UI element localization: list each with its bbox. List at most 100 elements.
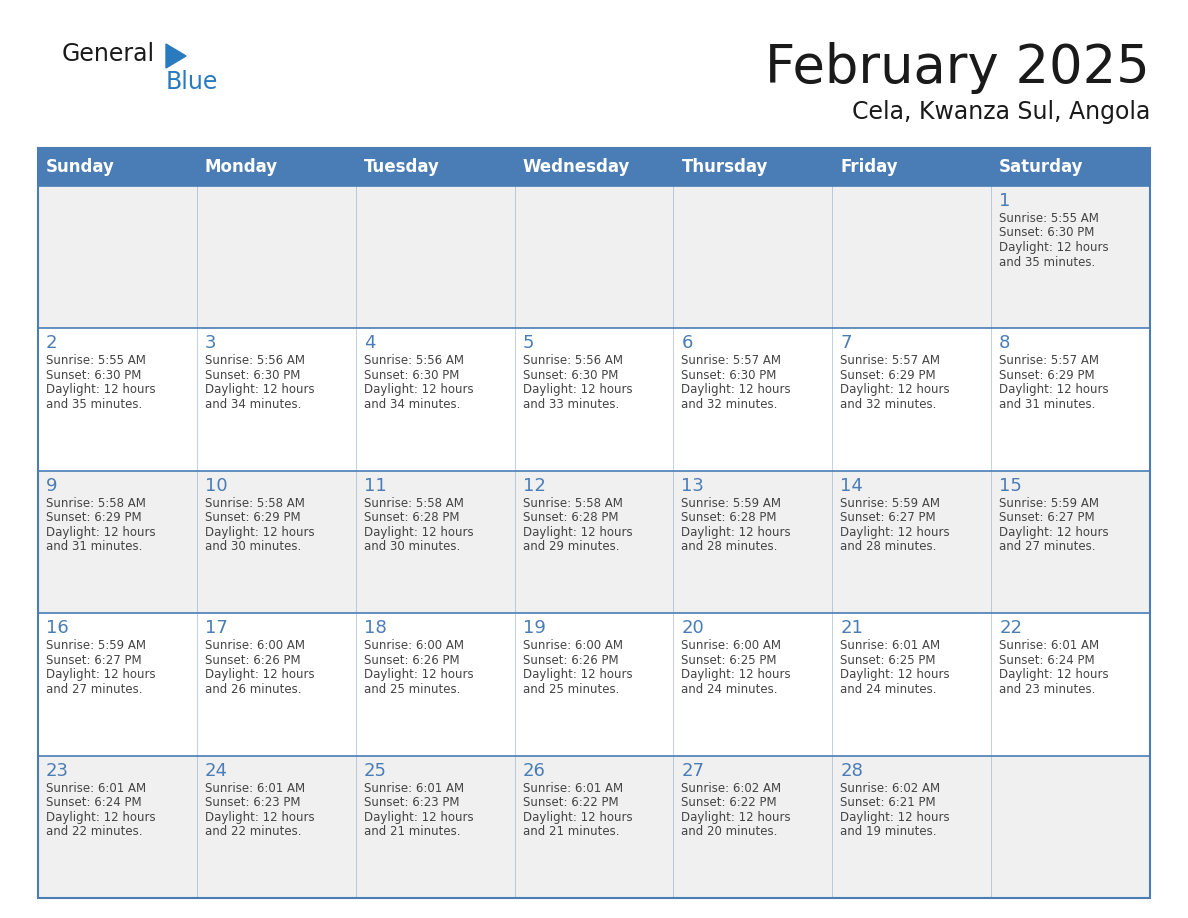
Text: Daylight: 12 hours: Daylight: 12 hours — [523, 668, 632, 681]
Text: Sunset: 6:27 PM: Sunset: 6:27 PM — [46, 654, 141, 666]
Text: Daylight: 12 hours: Daylight: 12 hours — [999, 526, 1108, 539]
Text: 28: 28 — [840, 762, 864, 779]
Text: Sunrise: 5:59 AM: Sunrise: 5:59 AM — [46, 639, 146, 652]
Text: Sunset: 6:26 PM: Sunset: 6:26 PM — [204, 654, 301, 666]
Text: Sunset: 6:29 PM: Sunset: 6:29 PM — [840, 369, 936, 382]
Text: 16: 16 — [46, 620, 69, 637]
Text: Sunset: 6:28 PM: Sunset: 6:28 PM — [682, 511, 777, 524]
Text: Daylight: 12 hours: Daylight: 12 hours — [840, 526, 950, 539]
Text: Daylight: 12 hours: Daylight: 12 hours — [523, 384, 632, 397]
Text: Sunrise: 5:59 AM: Sunrise: 5:59 AM — [840, 497, 940, 509]
Bar — [674, 148, 833, 186]
Text: and 22 minutes.: and 22 minutes. — [204, 825, 302, 838]
Text: and 25 minutes.: and 25 minutes. — [523, 683, 619, 696]
Text: Sunrise: 5:57 AM: Sunrise: 5:57 AM — [840, 354, 940, 367]
Text: and 30 minutes.: and 30 minutes. — [204, 541, 301, 554]
Text: Sunset: 6:29 PM: Sunset: 6:29 PM — [46, 511, 141, 524]
Text: and 34 minutes.: and 34 minutes. — [204, 397, 302, 411]
Text: Sunset: 6:30 PM: Sunset: 6:30 PM — [682, 369, 777, 382]
Text: and 24 minutes.: and 24 minutes. — [840, 683, 937, 696]
Text: 10: 10 — [204, 476, 227, 495]
Text: Tuesday: Tuesday — [364, 158, 440, 176]
Text: Daylight: 12 hours: Daylight: 12 hours — [840, 384, 950, 397]
Text: and 31 minutes.: and 31 minutes. — [999, 397, 1095, 411]
Bar — [514, 148, 674, 186]
Polygon shape — [166, 44, 187, 68]
Bar — [833, 148, 991, 186]
Text: Cela, Kwanza Sul, Angola: Cela, Kwanza Sul, Angola — [852, 100, 1150, 124]
Text: Sunrise: 6:01 AM: Sunrise: 6:01 AM — [364, 781, 463, 795]
Text: Sunset: 6:30 PM: Sunset: 6:30 PM — [204, 369, 301, 382]
Text: Sunrise: 5:57 AM: Sunrise: 5:57 AM — [682, 354, 782, 367]
Text: Daylight: 12 hours: Daylight: 12 hours — [46, 384, 156, 397]
Text: Sunset: 6:29 PM: Sunset: 6:29 PM — [204, 511, 301, 524]
Text: 18: 18 — [364, 620, 386, 637]
Text: and 29 minutes.: and 29 minutes. — [523, 541, 619, 554]
Bar — [355, 148, 514, 186]
Text: and 34 minutes.: and 34 minutes. — [364, 397, 460, 411]
Text: and 21 minutes.: and 21 minutes. — [364, 825, 460, 838]
Text: Sunset: 6:30 PM: Sunset: 6:30 PM — [364, 369, 459, 382]
Text: Sunset: 6:28 PM: Sunset: 6:28 PM — [364, 511, 460, 524]
Text: Sunset: 6:30 PM: Sunset: 6:30 PM — [523, 369, 618, 382]
Bar — [38, 471, 1150, 613]
Text: Sunset: 6:21 PM: Sunset: 6:21 PM — [840, 796, 936, 809]
Text: Sunrise: 6:01 AM: Sunrise: 6:01 AM — [523, 781, 623, 795]
Text: Daylight: 12 hours: Daylight: 12 hours — [364, 811, 473, 823]
Text: Sunset: 6:24 PM: Sunset: 6:24 PM — [46, 796, 141, 809]
Bar — [38, 756, 1150, 898]
Text: and 27 minutes.: and 27 minutes. — [46, 683, 143, 696]
Text: Sunset: 6:23 PM: Sunset: 6:23 PM — [364, 796, 460, 809]
Text: Sunset: 6:26 PM: Sunset: 6:26 PM — [523, 654, 618, 666]
Text: Sunrise: 6:02 AM: Sunrise: 6:02 AM — [840, 781, 941, 795]
Text: Saturday: Saturday — [999, 158, 1083, 176]
Text: 12: 12 — [523, 476, 545, 495]
Text: Sunset: 6:23 PM: Sunset: 6:23 PM — [204, 796, 301, 809]
Text: 3: 3 — [204, 334, 216, 353]
Text: 24: 24 — [204, 762, 228, 779]
Text: Sunrise: 5:58 AM: Sunrise: 5:58 AM — [204, 497, 305, 509]
Bar — [38, 148, 197, 186]
Text: February 2025: February 2025 — [765, 42, 1150, 94]
Text: and 35 minutes.: and 35 minutes. — [46, 397, 143, 411]
Text: Sunset: 6:27 PM: Sunset: 6:27 PM — [840, 511, 936, 524]
Text: and 32 minutes.: and 32 minutes. — [682, 397, 778, 411]
Text: Sunset: 6:24 PM: Sunset: 6:24 PM — [999, 654, 1095, 666]
Text: and 21 minutes.: and 21 minutes. — [523, 825, 619, 838]
Text: and 31 minutes.: and 31 minutes. — [46, 541, 143, 554]
Text: Sunset: 6:25 PM: Sunset: 6:25 PM — [840, 654, 936, 666]
Text: 1: 1 — [999, 192, 1011, 210]
Text: Sunrise: 6:00 AM: Sunrise: 6:00 AM — [364, 639, 463, 652]
Text: 5: 5 — [523, 334, 535, 353]
Text: Sunset: 6:25 PM: Sunset: 6:25 PM — [682, 654, 777, 666]
Text: 25: 25 — [364, 762, 387, 779]
Text: Daylight: 12 hours: Daylight: 12 hours — [840, 668, 950, 681]
Text: Friday: Friday — [840, 158, 898, 176]
Text: Sunrise: 5:55 AM: Sunrise: 5:55 AM — [999, 212, 1099, 225]
Text: 19: 19 — [523, 620, 545, 637]
Text: Daylight: 12 hours: Daylight: 12 hours — [364, 526, 473, 539]
Text: and 27 minutes.: and 27 minutes. — [999, 541, 1095, 554]
Bar — [38, 148, 1150, 898]
Text: 21: 21 — [840, 620, 864, 637]
Text: Daylight: 12 hours: Daylight: 12 hours — [999, 668, 1108, 681]
Text: Sunset: 6:22 PM: Sunset: 6:22 PM — [523, 796, 618, 809]
Text: Sunrise: 6:01 AM: Sunrise: 6:01 AM — [46, 781, 146, 795]
Text: Sunrise: 6:00 AM: Sunrise: 6:00 AM — [682, 639, 782, 652]
Text: and 24 minutes.: and 24 minutes. — [682, 683, 778, 696]
Text: Sunrise: 5:56 AM: Sunrise: 5:56 AM — [364, 354, 463, 367]
Text: 4: 4 — [364, 334, 375, 353]
Text: and 22 minutes.: and 22 minutes. — [46, 825, 143, 838]
Text: Sunrise: 6:00 AM: Sunrise: 6:00 AM — [523, 639, 623, 652]
Text: 8: 8 — [999, 334, 1011, 353]
Text: 17: 17 — [204, 620, 228, 637]
Text: 2: 2 — [46, 334, 57, 353]
Text: Sunset: 6:22 PM: Sunset: 6:22 PM — [682, 796, 777, 809]
Text: 27: 27 — [682, 762, 704, 779]
Text: Daylight: 12 hours: Daylight: 12 hours — [682, 526, 791, 539]
Text: Wednesday: Wednesday — [523, 158, 630, 176]
Bar — [197, 148, 355, 186]
Text: 22: 22 — [999, 620, 1022, 637]
Text: and 25 minutes.: and 25 minutes. — [364, 683, 460, 696]
Text: Sunrise: 5:58 AM: Sunrise: 5:58 AM — [523, 497, 623, 509]
